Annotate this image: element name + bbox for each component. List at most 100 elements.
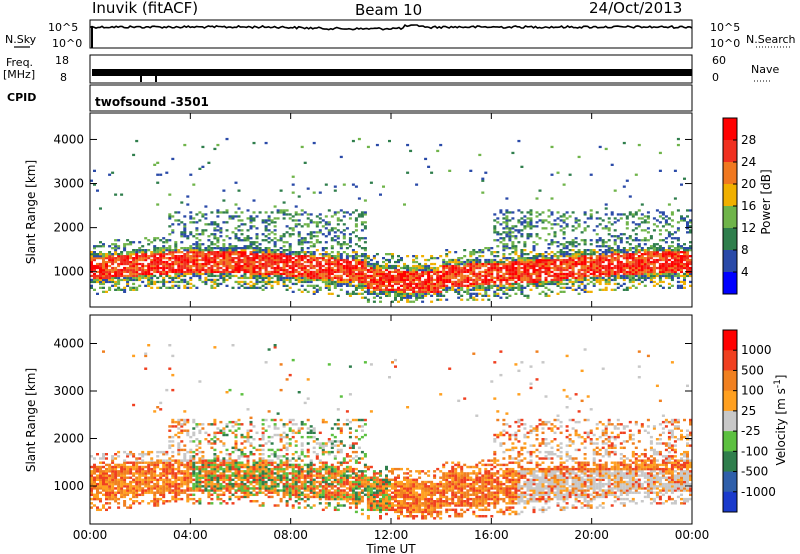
- heatmap-cell: [652, 223, 656, 226]
- heatmap-cell: [201, 266, 205, 270]
- heatmap-cell: [192, 270, 196, 274]
- heatmap-cell: [195, 247, 199, 250]
- heatmap-cell: [285, 213, 289, 216]
- heatmap-cell: [99, 465, 102, 469]
- heatmap-cell: [273, 268, 277, 272]
- heatmap-cell: [586, 270, 590, 274]
- heatmap-cell: [276, 262, 280, 266]
- heatmap-cell: [472, 284, 476, 287]
- heatmap-cell: [345, 243, 349, 246]
- heatmap-cell: [457, 264, 461, 268]
- heatmap-cell: [135, 461, 139, 464]
- heatmap-cell: [294, 253, 298, 256]
- heatmap-cell: [318, 278, 322, 282]
- heatmap-cell: [360, 270, 364, 274]
- heatmap-cell: [309, 251, 313, 254]
- heatmap-cell: [129, 270, 133, 274]
- heatmap-cell: [397, 258, 400, 262]
- nsearch-label: N.Search: [746, 33, 796, 46]
- heatmap-cell: [553, 255, 557, 258]
- heatmap-cell: [686, 251, 689, 254]
- heatmap-cell: [147, 282, 151, 286]
- heatmap-cell: [339, 264, 343, 268]
- heatmap-cell: [174, 433, 178, 437]
- heatmap-cell: [132, 502, 136, 505]
- heatmap-cell: [634, 247, 638, 250]
- heatmap-cell: [96, 266, 99, 270]
- heatmap-cell: [225, 278, 229, 282]
- heatmap-cell: [475, 282, 479, 286]
- heatmap-cell: [508, 262, 512, 266]
- heatmap-cell: [99, 272, 102, 276]
- heatmap-cell: [324, 241, 328, 244]
- heatmap-cell: [168, 280, 172, 284]
- heatmap-cell: [683, 249, 686, 252]
- heatmap-cell: [505, 245, 509, 248]
- heatmap-cell: [363, 199, 367, 202]
- heatmap-cell: [315, 231, 319, 234]
- heatmap-cell: [556, 272, 560, 276]
- heatmap-cell: [159, 239, 163, 242]
- heatmap-cell: [385, 286, 388, 289]
- heatmap-cell: [372, 276, 376, 280]
- heatmap-cell: [604, 253, 608, 256]
- heatmap-cell: [610, 211, 614, 214]
- heatmap-cell: [415, 278, 419, 282]
- heatmap-cell: [487, 288, 491, 291]
- heatmap-cell: [141, 465, 145, 469]
- heatmap-cell: [186, 493, 190, 497]
- heatmap-cell: [153, 280, 157, 284]
- heatmap-cell: [189, 478, 193, 482]
- heatmap-cell: [445, 255, 449, 258]
- heatmap-cell: [147, 463, 151, 467]
- heatmap-cell: [520, 229, 524, 232]
- heatmap-cell: [628, 235, 632, 238]
- heatmap-cell: [273, 233, 277, 236]
- heatmap-cell: [676, 264, 680, 268]
- heatmap-cell: [667, 251, 671, 254]
- heatmap-cell: [427, 292, 431, 295]
- heatmap-cell: [520, 235, 524, 238]
- heatmap-cell: [634, 211, 638, 214]
- heatmap-cell: [601, 219, 605, 222]
- heatmap-cell: [366, 280, 370, 284]
- heatmap-cell: [360, 280, 364, 284]
- heatmap-cell: [180, 476, 184, 479]
- heatmap-cell: [198, 251, 202, 254]
- heatmap-cell: [628, 264, 632, 268]
- heatmap-cell: [129, 453, 133, 456]
- heatmap-cell: [496, 292, 500, 295]
- heatmap-cell: [601, 245, 605, 248]
- heatmap-cell: [165, 470, 169, 473]
- heatmap-cell: [354, 223, 358, 226]
- heatmap-cell: [120, 482, 124, 486]
- heatmap-cell: [466, 260, 470, 264]
- heatmap-cell: [336, 241, 340, 244]
- heatmap-cell: [366, 274, 370, 278]
- heatmap-cell: [400, 298, 403, 301]
- heatmap-cell: [583, 257, 587, 260]
- heatmap-cell: [120, 463, 124, 467]
- heatmap-cell: [517, 288, 521, 291]
- heatmap-cell: [177, 264, 181, 268]
- heatmap-cell: [252, 199, 256, 202]
- heatmap-cell: [628, 247, 632, 250]
- heatmap-cell: [219, 282, 223, 286]
- heatmap-cell: [204, 478, 208, 482]
- heatmap-cell: [565, 258, 569, 262]
- heatmap-cell: [216, 274, 220, 278]
- heatmap-cell: [180, 201, 184, 204]
- heatmap-cell: [282, 233, 286, 236]
- heatmap-cell: [466, 290, 470, 293]
- heatmap-cell: [96, 474, 99, 477]
- heatmap-cell: [204, 463, 208, 467]
- heatmap-cell: [493, 225, 497, 228]
- heatmap-cell: [683, 282, 686, 286]
- heatmap-cell: [93, 478, 96, 482]
- heatmap-cell: [634, 262, 638, 266]
- heatmap-cell: [234, 203, 238, 206]
- heatmap-cell: [198, 272, 202, 276]
- heatmap-cell: [619, 233, 623, 236]
- heatmap-cell: [282, 284, 286, 287]
- heatmap-cell: [165, 467, 169, 471]
